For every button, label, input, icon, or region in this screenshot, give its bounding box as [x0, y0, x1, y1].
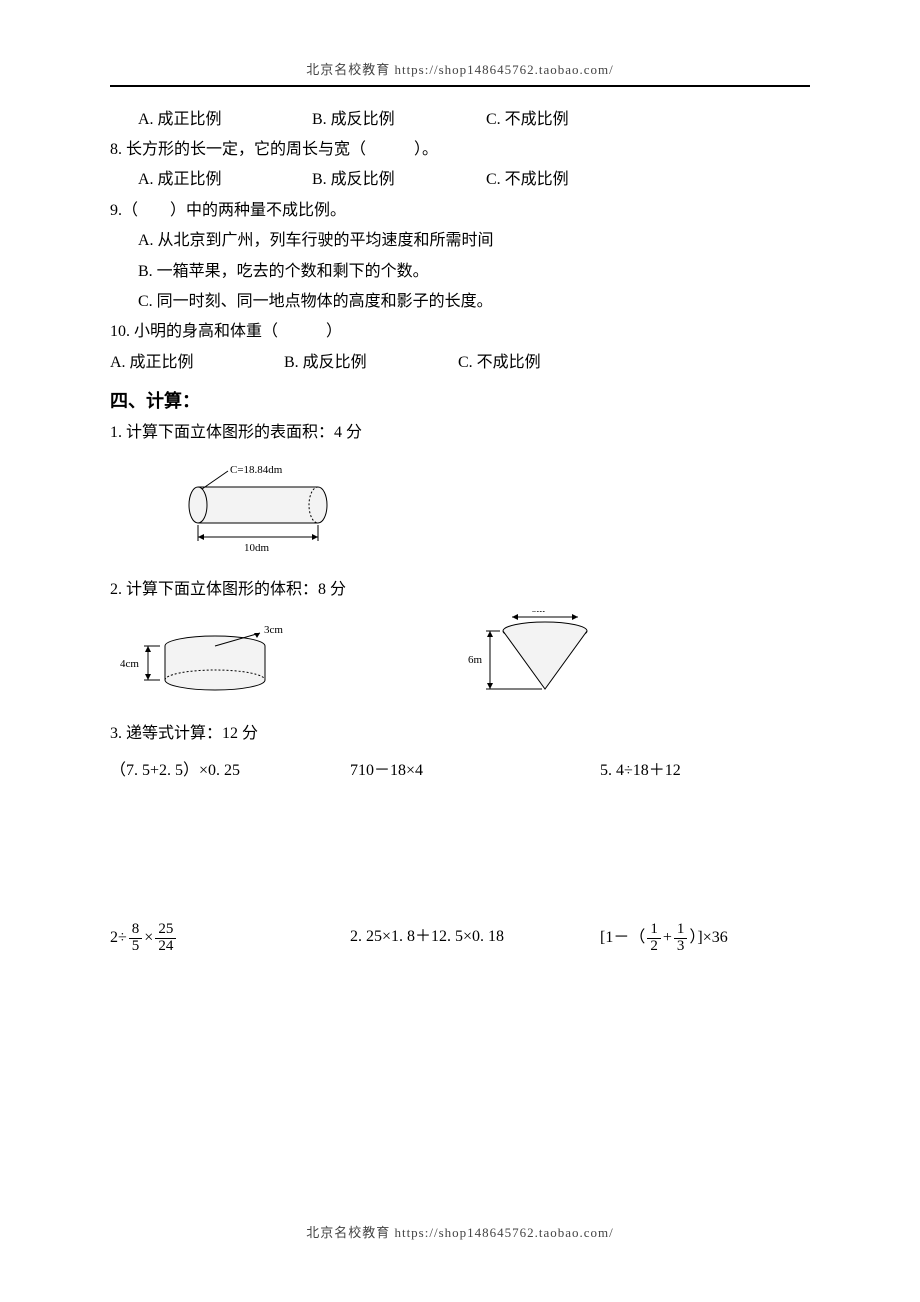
frac-den: 3: [674, 939, 688, 955]
s4q3-r1-c: 5. 4÷18＋12: [600, 756, 800, 786]
s4q3-stem: 3. 递等式计算：12 分: [110, 719, 810, 749]
q7-option-c: C. 不成比例: [486, 105, 656, 135]
s4q3-r2-a: 2÷85×2524: [110, 922, 350, 955]
fraction: 85: [129, 922, 143, 955]
cone-inverted-icon: 6m 6m: [450, 611, 620, 701]
frac-num: 8: [129, 922, 143, 939]
q8-stem: 8. 长方形的长一定，它的周长与宽（ ）。: [110, 135, 810, 165]
s4q2-figures: 3cm 4cm 6m 6m: [110, 611, 810, 701]
q8-option-b: B. 成反比例: [312, 165, 482, 195]
q7-option-a: A. 成正比例: [138, 105, 308, 135]
frac-num: 1: [674, 922, 688, 939]
r2c-mid: +: [663, 929, 672, 946]
q10-option-a: A. 成正比例: [110, 348, 280, 378]
workspace-gap: [110, 786, 810, 916]
frac-num: 25: [155, 922, 176, 939]
frac-den: 5: [129, 939, 143, 955]
cone-height-label: 6m: [468, 654, 483, 666]
q9-option-a: A. 从北京到广州，列车行驶的平均速度和所需时间: [110, 226, 810, 256]
page-footer: 北京名校教育 https://shop148645762.taobao.com/: [0, 1221, 920, 1246]
q8-option-c: C. 不成比例: [486, 165, 656, 195]
frac-num: 1: [647, 922, 661, 939]
r2c-lead: [1－（: [600, 929, 645, 946]
cylinder-vertical-icon: 3cm 4cm: [120, 621, 310, 701]
q7-option-b: B. 成反比例: [312, 105, 482, 135]
q8-option-a: A. 成正比例: [138, 165, 308, 195]
diameter-label: 6m: [531, 611, 546, 615]
s4q3-r2-c: [1－（12+13）]×36: [600, 922, 800, 955]
s4q3-r1-b: 710－18×4: [350, 756, 600, 786]
r2a-mid: ×: [144, 929, 153, 946]
q8-options: A. 成正比例 B. 成反比例 C. 不成比例: [110, 165, 810, 195]
s4q3-row2: 2÷85×2524 2. 25×1. 8＋12. 5×0. 18 [1－（12+…: [110, 922, 810, 955]
q7-options: A. 成正比例 B. 成反比例 C. 不成比例: [110, 105, 810, 135]
r2c-tail: ）]×36: [689, 929, 727, 946]
q10-stem: 10. 小明的身高和体重（ ）: [110, 317, 810, 347]
fraction: 13: [674, 922, 688, 955]
s4q1-stem: 1. 计算下面立体图形的表面积：4 分: [110, 418, 810, 448]
r2a-lead: 2÷: [110, 929, 127, 946]
fraction: 2524: [155, 922, 176, 955]
q10-option-c: C. 不成比例: [458, 348, 628, 378]
fraction: 12: [647, 922, 661, 955]
frac-den: 2: [647, 939, 661, 955]
q9-option-c: C. 同一时刻、同一地点物体的高度和影子的长度。: [110, 287, 810, 317]
s4q2-stem: 2. 计算下面立体图形的体积：8 分: [110, 575, 810, 605]
cyl-height-label: 4cm: [120, 658, 139, 670]
q10-options: A. 成正比例 B. 成反比例 C. 不成比例: [110, 348, 810, 378]
q10-option-b: B. 成反比例: [284, 348, 454, 378]
q9-stem: 9.（ ）中的两种量不成比例。: [110, 196, 810, 226]
circumference-label: C=18.84dm: [230, 464, 283, 476]
frac-den: 24: [155, 939, 176, 955]
section4-title: 四、计算：: [110, 384, 810, 418]
length-label: 10dm: [244, 542, 270, 554]
radius-label: 3cm: [264, 624, 283, 636]
cylinder-horizontal-icon: C=18.84dm 10dm: [170, 457, 360, 557]
header-rule: [110, 85, 810, 87]
s4q3-r2-b: 2. 25×1. 8＋12. 5×0. 18: [350, 922, 600, 955]
s4q1-figure: C=18.84dm 10dm: [110, 457, 810, 557]
q9-option-b: B. 一箱苹果，吃去的个数和剩下的个数。: [110, 257, 810, 287]
page: 北京名校教育 https://shop148645762.taobao.com/…: [0, 0, 920, 1302]
s4q3-r1-a: （7. 5+2. 5）×0. 25: [110, 756, 350, 786]
s4q3-row1: （7. 5+2. 5）×0. 25 710－18×4 5. 4÷18＋12: [110, 756, 810, 786]
page-header: 北京名校教育 https://shop148645762.taobao.com/: [110, 58, 810, 83]
